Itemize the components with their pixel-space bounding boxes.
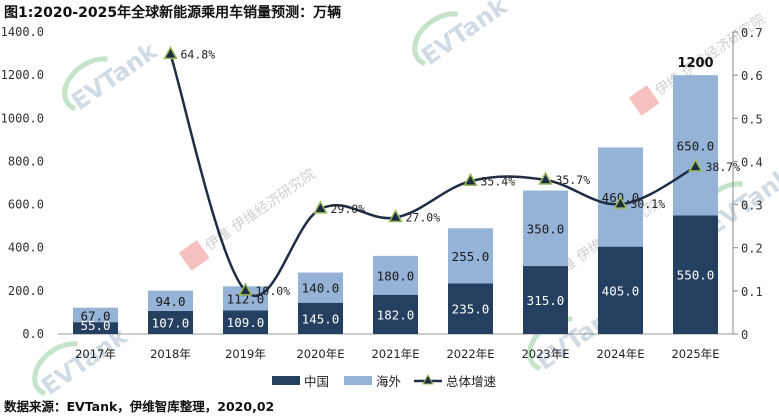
x-tick-label: 2023年E [521, 347, 569, 361]
legend: 中国 海外 总体增速 [272, 373, 497, 389]
x-tick-label: 2017年 [75, 347, 116, 361]
evtank-watermark-icon: EVTank [412, 0, 513, 71]
y-tick-label: 1400.0 [1, 25, 44, 39]
bar-label-overseas: 67.0 [80, 309, 110, 324]
bar-overseas [148, 290, 193, 311]
bar-china [598, 246, 643, 334]
bar-china [373, 294, 418, 334]
y2-tick-label: 0.3 [741, 199, 763, 213]
y2-tick-label: 0.7 [741, 26, 763, 40]
growth-marker-triangle-icon [463, 172, 478, 187]
growth-marker-triangle-icon [238, 282, 253, 296]
bar-label-overseas: 180.0 [377, 268, 415, 283]
bar-label-china: 109.0 [227, 315, 265, 330]
bar-china [448, 283, 493, 334]
chart-title: 图1:2020-2025年全球新能源乘用车销量预测：万辆 [4, 5, 342, 21]
growth-label: 30.1% [631, 197, 666, 211]
y2-tick-label: 0.4 [741, 155, 763, 169]
axes: 0.0 200.0 400.0 600.0 800.0 1000.0 1200.0 1400.… [1, 25, 763, 361]
growth-label: 27.0% [406, 211, 441, 225]
bar-label-overseas: 255.0 [452, 249, 490, 264]
bar-label-china: 405.0 [602, 283, 640, 298]
x-tick-label: 2025年E [671, 347, 719, 361]
y-tick-label: 200.0 [8, 284, 44, 298]
x-tick-label: 2018年 [150, 347, 191, 361]
bar-label-overseas: 650.0 [677, 138, 715, 153]
bar-overseas [373, 255, 418, 295]
x-tick-label: 2022年E [446, 347, 494, 361]
bar-label-china: 145.0 [302, 311, 340, 326]
y-tick-label: 1200.0 [1, 68, 44, 82]
bar-label-china: 315.0 [527, 293, 565, 308]
legend-overseas: 海外 [376, 374, 402, 389]
y-tick-label: 0.0 [22, 327, 44, 341]
bar-label-china: 55.0 [80, 318, 110, 333]
y-tick-label: 400.0 [8, 241, 44, 255]
evtank-watermark-icon: EVTank [62, 36, 163, 116]
growth-label: 10.0% [256, 284, 291, 298]
y2-tick-label: 0.1 [741, 285, 763, 299]
bar-china [298, 302, 343, 334]
bar-overseas [73, 307, 118, 323]
y-tick-label: 600.0 [8, 198, 44, 212]
growth-label: 38.7% [706, 160, 741, 174]
bar-label-overseas: 140.0 [302, 281, 340, 296]
y2-tick-label: 0.2 [741, 242, 763, 256]
bar-china [148, 310, 193, 334]
data-source-note: 数据来源：EVTank，伊维智库整理，2020,02 [4, 399, 275, 414]
growth-line: 64.8% 10.0% 29.0% 27.0% 35.4% 35.7% 30.1% 38.7% [163, 45, 741, 298]
growth-marker-triangle-icon [613, 195, 628, 209]
bar-label-overseas: 94.0 [155, 294, 185, 309]
bars: 55.067.0 107.094.0109.0112.0145.0140.0182… [73, 56, 718, 334]
growth-marker-triangle-icon [538, 171, 553, 185]
bar-china [673, 215, 718, 334]
bar-china [73, 322, 118, 334]
legend-triangle-icon [422, 373, 434, 385]
svg-text:伊维 伊维经济研究院: 伊维 伊维经济研究院 [202, 166, 318, 254]
svg-text:EVTank: EVTank [66, 36, 163, 115]
total-annotation: 1200 [677, 56, 713, 71]
bar-china [523, 266, 568, 334]
bar-label-china: 107.0 [152, 315, 190, 330]
growth-label: 35.7% [556, 173, 591, 187]
legend-growth: 总体增速 [446, 374, 497, 389]
growth-label: 29.0% [331, 202, 366, 216]
growth-marker-triangle-icon [688, 158, 703, 172]
y2-tick-label: 0.5 [741, 112, 763, 126]
bar-overseas [673, 75, 718, 216]
bar-china [223, 310, 268, 334]
yiwei-watermark-icon: 伊维 伊维经济研究院 [178, 166, 318, 271]
growth-marker-triangle-icon [388, 208, 403, 223]
y2-tick-label: 0.6 [741, 69, 763, 83]
bar-overseas [523, 190, 568, 267]
growth-label: 35.4% [481, 174, 516, 188]
bar-overseas [448, 228, 493, 284]
bar-label-china: 235.0 [452, 302, 490, 317]
y2-tick-label: 0 [741, 328, 748, 342]
x-tick-label: 2024年E [596, 347, 644, 361]
bar-label-overseas: 350.0 [527, 221, 565, 236]
x-tick-label: 2019年 [225, 347, 266, 361]
y-tick-label: 1000.0 [1, 111, 44, 125]
x-tick-label: 2021年E [371, 347, 419, 361]
growth-label: 64.8% [181, 47, 216, 61]
bar-overseas [298, 272, 343, 303]
x-tick-label: 2020年E [296, 347, 344, 361]
bar-label-china: 550.0 [677, 268, 715, 283]
legend-china: 中国 [304, 374, 329, 389]
bar-label-china: 182.0 [377, 307, 415, 322]
growth-marker-triangle-icon [163, 45, 178, 60]
growth-marker-triangle-icon [313, 200, 328, 214]
y-tick-label: 800.0 [8, 154, 44, 168]
svg-text:EVTank: EVTank [416, 0, 513, 71]
